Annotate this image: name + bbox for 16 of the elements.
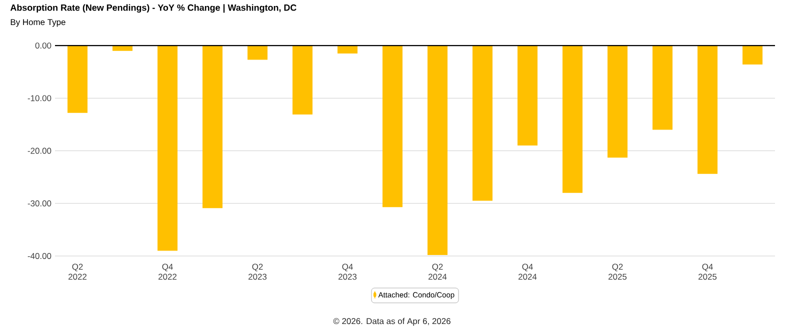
chart-subtitle: By Home Type bbox=[10, 19, 66, 27]
x-tick-label: Q2 2025 bbox=[608, 264, 627, 280]
x-tick-label: Q4 2022 bbox=[158, 264, 176, 280]
y-tick-label: -30.00 bbox=[28, 200, 52, 206]
y-tick-label: -40.00 bbox=[28, 253, 52, 259]
y-tick-label: -10.00 bbox=[28, 95, 52, 102]
x-tick-label: Q4 2023 bbox=[338, 264, 357, 280]
x-tick-label: Q4 2025 bbox=[698, 264, 717, 280]
x-tick-label: Q2 2022 bbox=[68, 264, 86, 280]
x-tick-label: Q4 2024 bbox=[518, 264, 537, 280]
x-tick-label: Q2 2024 bbox=[428, 264, 447, 280]
chart-title: Absorption Rate (New Pendings) - YoY % Change | Washington, DC bbox=[10, 4, 296, 13]
y-tick-label: 0.00 bbox=[35, 42, 52, 49]
text: © 2026. Data as of Apr 6, 2026 bbox=[333, 318, 450, 326]
x-tick-label: Q2 2023 bbox=[248, 264, 267, 280]
y-tick-label: -20.00 bbox=[28, 148, 52, 154]
